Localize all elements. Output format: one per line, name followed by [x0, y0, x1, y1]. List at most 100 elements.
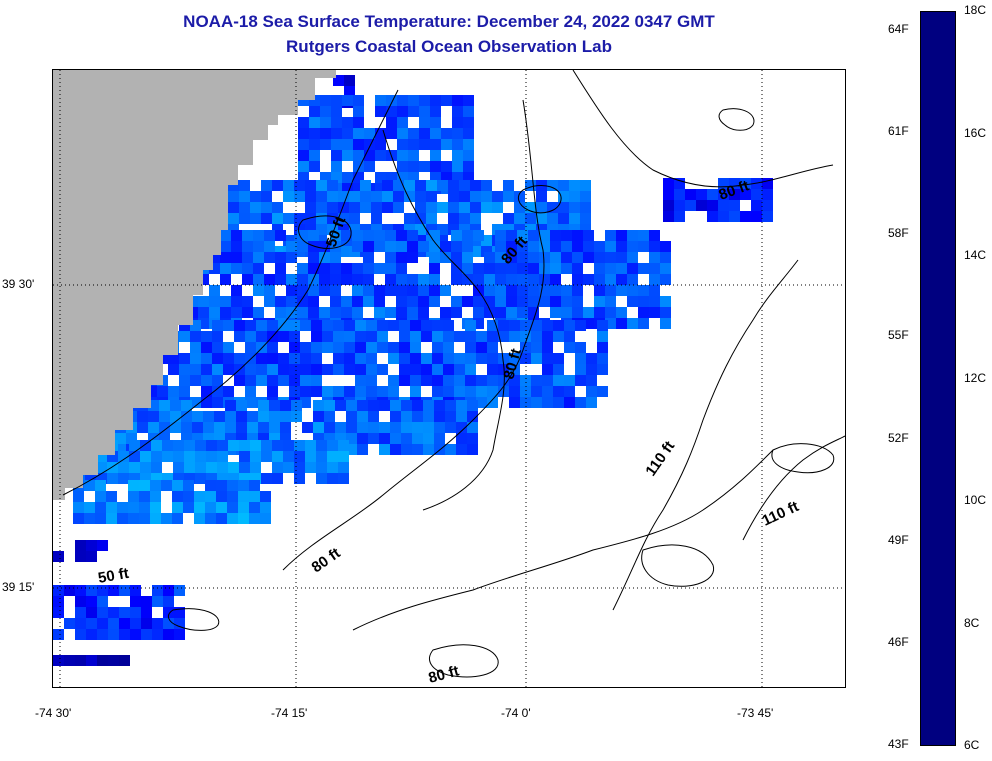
sst-pixel: [459, 191, 470, 202]
sst-pixel: [355, 320, 366, 331]
sst-pixel: [172, 502, 183, 513]
sst-pixel: [300, 386, 311, 397]
sst-pixel: [410, 342, 421, 353]
sst-pixel: [432, 320, 443, 331]
sst-pixel: [419, 139, 430, 150]
sst-pixel: [352, 285, 363, 296]
sst-pixel: [564, 375, 575, 386]
sst-pixel: [467, 400, 478, 411]
sst-pixel: [209, 296, 220, 307]
sst-pixel: [357, 422, 368, 433]
sst-pixel: [407, 252, 418, 263]
sst-pixel: [316, 473, 327, 484]
sst-pixel: [561, 263, 572, 274]
sst-pixel: [289, 342, 300, 353]
sst-pixel: [341, 263, 352, 274]
sst-pixel: [75, 607, 86, 618]
sst-pixel: [220, 296, 231, 307]
sst-pixel: [638, 263, 649, 274]
sst-pixel: [245, 320, 256, 331]
sst-pixel: [399, 320, 410, 331]
sst-pixel: [476, 375, 487, 386]
sst-pixel: [264, 274, 275, 285]
sst-pixel: [382, 191, 393, 202]
sst-pixel: [283, 191, 294, 202]
sst-pixel: [707, 189, 718, 200]
sst-pixel: [316, 440, 327, 451]
sst-pixel: [250, 473, 261, 484]
contour-80ft-east: [572, 70, 834, 188]
sst-pixel: [311, 364, 322, 375]
sst-pixel: [421, 320, 432, 331]
sst-pixel: [663, 211, 674, 222]
sst-pixel: [718, 178, 729, 189]
sst-pixel: [319, 241, 330, 252]
sst-pixel: [286, 274, 297, 285]
sst-pixel: [141, 596, 152, 607]
sst-pixel: [342, 150, 353, 161]
sst-pixel: [452, 95, 463, 106]
sst-pixel: [128, 480, 139, 491]
sst-pixel: [286, 241, 297, 252]
sst-pixel: [550, 274, 561, 285]
sst-pixel: [309, 106, 320, 117]
sst-pixel: [313, 411, 324, 422]
sst-pixel: [363, 263, 374, 274]
sst-pixel: [495, 252, 506, 263]
sst-pixel: [184, 440, 195, 451]
sst-pixel: [250, 213, 261, 224]
sst-pixel: [386, 95, 397, 106]
sst-pixel: [344, 75, 355, 86]
sst-pixel: [141, 618, 152, 629]
sst-pixel: [331, 128, 342, 139]
sst-pixel: [338, 246, 349, 257]
sst-pixel: [128, 491, 139, 502]
sst-pixel: [73, 502, 84, 513]
sst-pixel: [212, 364, 223, 375]
sst-pixel: [162, 451, 173, 462]
sst-pixel: [236, 422, 247, 433]
sst-pixel: [718, 200, 729, 211]
sst-pixel: [407, 241, 418, 252]
sst-pixel: [393, 191, 404, 202]
sst-map[interactable]: 50 ft 50 ft 80 ft 80 ft 80 ft 80 ft 80 ft 110 f…: [52, 69, 846, 688]
sst-pixel: [294, 191, 305, 202]
sst-pixel: [253, 241, 264, 252]
sst-pixel: [423, 411, 434, 422]
sst-pixel: [198, 274, 209, 285]
sst-pixel: [117, 513, 128, 524]
sst-pixel: [220, 241, 231, 252]
sst-pixel: [319, 285, 330, 296]
sst-pixel: [261, 440, 272, 451]
x-tick-label: -73 45': [737, 706, 774, 720]
sst-pixel: [429, 285, 440, 296]
sst-pixel: [404, 213, 415, 224]
sst-pixel: [280, 400, 291, 411]
sst-pixel: [338, 451, 349, 462]
sst-pixel: [333, 353, 344, 364]
sst-pixel: [319, 307, 330, 318]
land-polygon: [53, 70, 336, 500]
land-mask: [53, 70, 336, 500]
sst-pixel: [399, 364, 410, 375]
sst-pixel: [115, 433, 126, 444]
sst-pixel: [272, 213, 283, 224]
sst-pixel: [298, 117, 309, 128]
sst-pixel: [429, 274, 440, 285]
sst-pixel: [495, 241, 506, 252]
sst-pixel: [297, 263, 308, 274]
sst-pixel: [410, 320, 421, 331]
sst-pixel: [550, 296, 561, 307]
sst-pixel: [597, 342, 608, 353]
sst-pixel: [253, 285, 264, 296]
sst-pixel: [605, 318, 616, 329]
sst-pixel: [117, 502, 128, 513]
sst-pixel: [561, 230, 572, 241]
sst-pixel: [75, 629, 86, 640]
sst-pixel: [415, 180, 426, 191]
sst-pixel: [616, 285, 627, 296]
sst-pixel: [536, 213, 547, 224]
sst-pixel: [762, 211, 773, 222]
sst-pixel: [375, 172, 386, 183]
map-title: NOAA-18 Sea Surface Temperature: Decembe…: [183, 12, 715, 31]
